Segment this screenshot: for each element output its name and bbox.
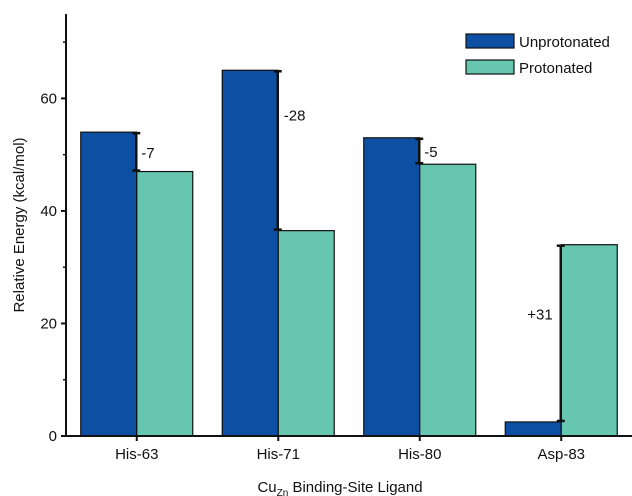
y-tick-label: 0 (49, 428, 57, 445)
y-axis-title: Relative Energy (kcal/mol) (11, 137, 28, 312)
bar-unprotonated-his-71 (221, 69, 279, 437)
legend: Unprotonated Protonated (465, 33, 610, 77)
bar-unprotonated-asp-83 (504, 421, 562, 437)
difference-label-his-63: -7 (141, 145, 154, 162)
difference-label-asp-83: +31 (527, 306, 552, 323)
difference-marker-his-63: -7 (132, 131, 155, 172)
x-axis-title-rest: Binding-Site Ligand (288, 479, 422, 496)
y-tick-label: 20 (40, 315, 57, 332)
y-tick-label: 40 (40, 203, 57, 220)
bars-layer (80, 69, 618, 437)
legend-label-protonated: Protonated (519, 60, 592, 77)
difference-marker-asp-83: +31 (527, 244, 565, 423)
x-tick-label-his-63: His-63 (115, 446, 158, 463)
x-tick-label-asp-83: Asp-83 (537, 446, 585, 463)
x-ticks: His-63 His-71 His-80 Asp-83 (115, 436, 585, 463)
bar-protonated-asp-83 (560, 244, 618, 437)
difference-label-his-71: -28 (284, 107, 306, 124)
bar-protonated-his-63 (136, 170, 194, 437)
bar-protonated-his-80 (419, 163, 477, 437)
bar-protonated-his-71 (277, 230, 335, 437)
x-tick-label-his-80: His-80 (398, 446, 441, 463)
difference-label-his-80: -5 (424, 144, 437, 161)
y-ticks: 0 20 40 60 (40, 41, 66, 445)
bar-unprotonated-his-63 (80, 131, 138, 437)
legend-label-unprotonated: Unprotonated (519, 34, 610, 51)
x-axis-title-subscript: Zn (277, 488, 289, 496)
x-axis-title: CuZn Binding-Site Ligand (257, 479, 422, 496)
difference-marker-his-71: -28 (273, 70, 306, 231)
difference-markers: -7 -28 -5 +31 (132, 70, 565, 423)
y-tick-label: 60 (40, 90, 57, 107)
legend-swatch-protonated (465, 59, 515, 75)
x-axis-title-main: Cu (257, 479, 276, 496)
legend-swatch-unprotonated (465, 33, 515, 49)
axes (65, 14, 632, 437)
difference-marker-his-80: -5 (415, 137, 438, 165)
bar-unprotonated-his-80 (363, 137, 421, 437)
x-tick-label-his-71: His-71 (257, 446, 300, 463)
